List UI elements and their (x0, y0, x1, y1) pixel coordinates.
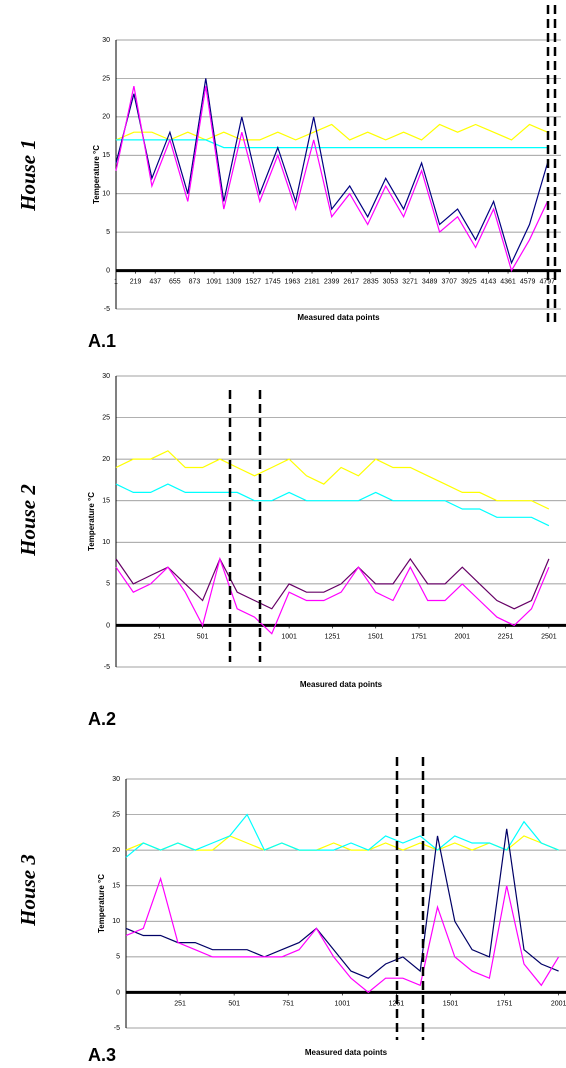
house-title: House 2 (16, 484, 40, 557)
chart: -505101520253025150175110011251150117512… (16, 776, 566, 1065)
x-tick-label: 2251 (498, 633, 514, 640)
x-axis-label: Measured data points (305, 1048, 388, 1057)
y-tick-label: -5 (114, 1025, 120, 1032)
panel-label: A.2 (88, 709, 116, 729)
panel-label: A.1 (88, 331, 116, 351)
y-tick-label: 5 (106, 229, 110, 236)
y-tick-label: 30 (112, 776, 120, 783)
x-tick-label: 1309 (226, 278, 242, 285)
x-tick-label: 501 (197, 633, 209, 640)
x-tick-label: 1527 (245, 278, 261, 285)
x-tick-label: 1091 (206, 278, 222, 285)
x-tick-label: 2399 (324, 278, 340, 285)
panel-1-markers (546, 5, 557, 325)
y-tick-label: 30 (102, 37, 110, 44)
y-tick-label: -5 (104, 664, 110, 671)
y-tick-label: 25 (102, 414, 110, 421)
chart: -5 0 5 10 15 20 25 30 251 501 1001 1251 1501 1751 2001… (16, 373, 566, 729)
series-line (125, 876, 560, 994)
series-line (116, 139, 548, 149)
y-tick-label: 25 (102, 75, 110, 82)
y-tick-label: -5 (104, 306, 110, 313)
x-tick-label: 1 (114, 278, 118, 285)
series-line (125, 813, 559, 858)
x-tick-label: 4143 (481, 278, 497, 285)
series-line (115, 85, 549, 273)
x-tick-label: 2501 (541, 633, 557, 640)
x-axis-label: Measured data points (297, 313, 380, 322)
x-tick-label: 2835 (363, 278, 379, 285)
series-line (115, 78, 549, 265)
y-tick-label: 5 (116, 954, 120, 961)
x-tick-label: 3707 (441, 278, 457, 285)
panel-label: A.3 (88, 1045, 116, 1065)
panel-3-markers (395, 757, 425, 1040)
y-tick-label: 20 (102, 114, 110, 121)
x-tick-label: 2001 (551, 1000, 566, 1007)
x-tick-label: 873 (189, 278, 201, 285)
x-tick-label: 251 (174, 1000, 186, 1007)
series-line (115, 557, 550, 610)
x-tick-label: 1001 (335, 1000, 351, 1007)
x-tick-label: 2617 (343, 278, 359, 285)
y-axis-label: Temperature °C (87, 492, 96, 551)
x-axis-label: Measured data points (300, 680, 383, 689)
y-tick-label: 10 (102, 539, 110, 546)
x-tick-label: 4579 (520, 278, 536, 285)
x-tick-label: 501 (228, 1000, 240, 1007)
x-tick-label: 1751 (411, 633, 427, 640)
y-tick-label: 10 (102, 191, 110, 198)
y-axis-label: Temperature °C (97, 874, 106, 933)
house-title: House 1 (16, 139, 40, 212)
y-tick-label: 0 (106, 267, 110, 274)
panel-2-markers (228, 390, 262, 662)
x-tick-label: 655 (169, 278, 181, 285)
y-tick-label: 30 (102, 373, 110, 380)
series-line (125, 828, 559, 979)
x-tick-label: 3925 (461, 278, 477, 285)
x-tick-label: 1001 (281, 633, 297, 640)
x-tick-label: 219 (130, 278, 142, 285)
x-tick-label: 1501 (368, 633, 384, 640)
x-tick-label: 1751 (497, 1000, 513, 1007)
y-tick-label: 15 (102, 498, 110, 505)
y-tick-label: 25 (112, 811, 120, 818)
house-title: House 3 (16, 854, 40, 927)
y-tick-label: 0 (106, 622, 110, 629)
series-line (115, 483, 550, 527)
x-tick-label: 1963 (285, 278, 301, 285)
x-tick-label: 437 (149, 278, 161, 285)
y-tick-label: 0 (116, 989, 120, 996)
x-tick-label: 751 (282, 1000, 294, 1007)
series-line (115, 556, 550, 635)
y-axis-label: Temperature °C (92, 145, 101, 204)
y-tick-label: 10 (112, 918, 120, 925)
y-tick-label: 15 (112, 883, 120, 890)
y-tick-label: 5 (106, 581, 110, 588)
x-tick-label: 2181 (304, 278, 320, 285)
x-tick-label: 3053 (383, 278, 399, 285)
x-tick-label: 251 (153, 633, 165, 640)
x-tick-label: 1745 (265, 278, 281, 285)
x-tick-label: 1501 (443, 1000, 459, 1007)
y-tick-label: 20 (102, 456, 110, 463)
x-tick-label: 1251 (325, 633, 341, 640)
series-line (115, 123, 548, 141)
series-line (115, 450, 550, 510)
y-tick-label: 20 (112, 847, 120, 854)
x-tick-label: 3271 (402, 278, 418, 285)
x-tick-label: 4797 (539, 278, 555, 285)
y-tick-label: 15 (102, 152, 110, 159)
x-tick-label: 2001 (454, 633, 470, 640)
x-tick-label: 3489 (422, 278, 438, 285)
chart: -5 0 5 10 15 20 25 30 1 219 437 655 873 1091 1309 1527 1… (16, 37, 561, 351)
x-tick-label: 4361 (500, 278, 516, 285)
